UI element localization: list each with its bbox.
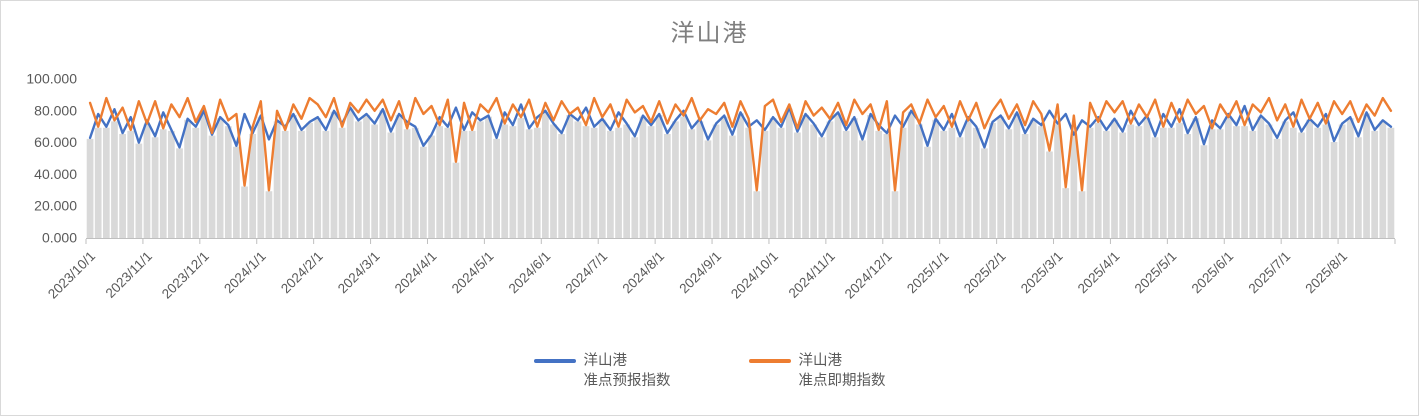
background-bars — [86, 108, 1395, 239]
x-axis-label: 2024/12/1 — [842, 249, 895, 302]
legend-forecast-line1: 洋山港 — [583, 353, 628, 369]
spot-index-line — [88, 96, 1393, 192]
x-axis-label: 2024/9/1 — [676, 249, 724, 297]
x-axis-label: 2024/2/1 — [278, 249, 326, 297]
y-axis-label: 40.000 — [34, 166, 77, 182]
legend-item-forecast[interactable]: 洋山港 准点预报指数 — [533, 351, 671, 392]
legend-spot-line2: 准点即期指数 — [798, 373, 886, 390]
y-axis-label: 20.000 — [34, 198, 77, 214]
x-axis-label: 2024/3/1 — [335, 249, 383, 297]
forecast-index-line — [88, 103, 1393, 149]
x-axis-label: 2024/5/1 — [449, 249, 497, 297]
forecast-line-swatch-icon — [533, 359, 576, 363]
x-axis-label: 2025/7/1 — [1246, 249, 1294, 297]
x-axis-label: 2023/11/1 — [103, 249, 155, 301]
x-axis-label: 2025/4/1 — [1075, 249, 1123, 297]
x-axis-label: 2025/3/1 — [1018, 249, 1066, 297]
x-axis-label: 2024/8/1 — [619, 249, 667, 297]
legend: 洋山港 准点预报指数 洋山港 准点即期指数 — [1, 351, 1418, 392]
x-axis-label: 2025/1/1 — [904, 249, 952, 297]
x-axis-label: 2025/2/1 — [961, 249, 1009, 297]
x-axis-label: 2023/10/1 — [45, 249, 98, 302]
x-axis-label: 2024/11/1 — [786, 249, 838, 301]
legend-label-spot: 洋山港 准点即期指数 — [799, 351, 886, 392]
legend-spot-line1: 洋山港 — [798, 353, 843, 369]
spot-line-swatch-icon — [748, 359, 791, 363]
y-axis-label: 0.000 — [42, 230, 77, 246]
x-axis-label: 2024/4/1 — [392, 249, 440, 297]
x-axis-label: 2025/8/1 — [1302, 249, 1350, 297]
x-axis-label: 2023/12/1 — [159, 249, 212, 302]
x-axis-label: 2024/6/1 — [506, 249, 554, 297]
x-axis-label: 2024/1/1 — [221, 249, 269, 297]
y-axis-label: 80.000 — [34, 102, 77, 118]
y-axis-label: 60.000 — [34, 134, 77, 150]
chart-title: 洋山港 — [670, 20, 749, 47]
x-axis-label: 2025/5/1 — [1132, 249, 1180, 297]
y-axis-label: 100.000 — [26, 71, 77, 87]
legend-label-forecast: 洋山港 准点预报指数 — [584, 351, 671, 392]
x-axis-label: 2024/10/1 — [728, 249, 781, 302]
legend-item-spot[interactable]: 洋山港 准点即期指数 — [748, 351, 886, 392]
x-axis-label: 2024/7/1 — [563, 249, 611, 297]
legend-forecast-line2: 准点预报指数 — [583, 373, 671, 390]
x-axis-label: 2025/6/1 — [1189, 249, 1237, 297]
